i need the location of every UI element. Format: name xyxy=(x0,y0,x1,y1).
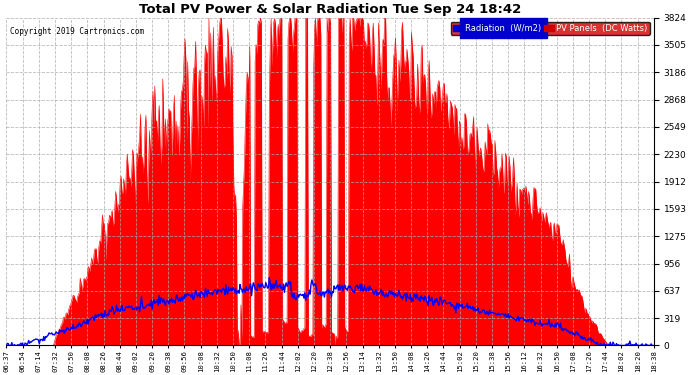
Title: Total PV Power & Solar Radiation Tue Sep 24 18:42: Total PV Power & Solar Radiation Tue Sep… xyxy=(139,3,521,16)
Text: Copyright 2019 Cartronics.com: Copyright 2019 Cartronics.com xyxy=(10,27,144,36)
Legend: Radiation  (W/m2), PV Panels  (DC Watts): Radiation (W/m2), PV Panels (DC Watts) xyxy=(451,22,650,35)
